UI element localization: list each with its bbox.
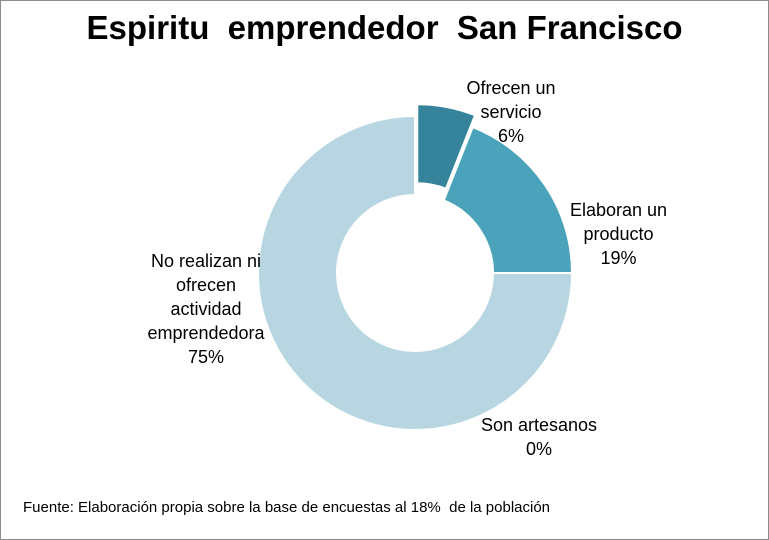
label-line: emprendedora <box>147 323 265 343</box>
slice-ofrecen-un-servicio <box>416 103 477 190</box>
label-value: 6% <box>497 126 524 146</box>
label-value: 75% <box>187 347 225 367</box>
label-line: producto <box>583 224 654 244</box>
label-no-realizan: No realizan ni ofrecen actividad emprendedo… <box>131 249 281 369</box>
label-line: servicio <box>480 102 542 122</box>
label-line: ofrecen <box>175 275 237 295</box>
label-son-artesanos: Son artesanos 0% <box>469 413 609 461</box>
slice-group <box>257 103 574 431</box>
label-value: 19% <box>600 248 637 268</box>
slice-elaboran-un-producto <box>442 125 574 274</box>
label-line: Elaboran un <box>569 200 668 220</box>
source-note: Fuente: Elaboración propia sobre la base… <box>23 499 551 516</box>
label-line: Ofrecen un <box>466 78 556 98</box>
label-elaboran-producto: Elaboran un producto 19% <box>556 198 681 270</box>
slice-no-realizan-ni-ofrecen-actividad-emprendedora <box>257 114 574 431</box>
label-line: actividad <box>170 299 242 319</box>
label-line: No realizan ni <box>150 251 262 271</box>
label-value: 0% <box>525 439 552 459</box>
label-line: Son artesanos <box>480 415 598 435</box>
chart-title: Espiritu emprendedor San Francisco <box>86 9 683 46</box>
label-ofrecen-servicio: Ofrecen un servicio 6% <box>451 76 571 148</box>
